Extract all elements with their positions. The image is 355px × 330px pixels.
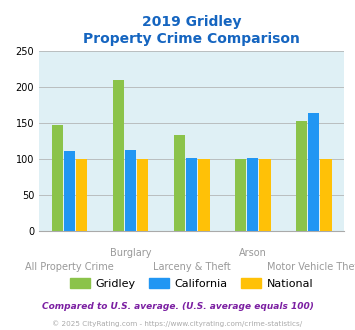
Bar (296, 121, 307, 231)
Bar (321, 159, 332, 231)
Text: © 2025 CityRating.com - https://www.cityrating.com/crime-statistics/: © 2025 CityRating.com - https://www.city… (53, 321, 302, 327)
Legend: Gridley, California, National: Gridley, California, National (66, 274, 318, 293)
Text: Arson: Arson (239, 248, 267, 258)
Text: All Property Crime: All Property Crime (25, 262, 114, 272)
Bar (186, 158, 197, 231)
Bar (76, 159, 87, 231)
Title: 2019 Gridley
Property Crime Comparison: 2019 Gridley Property Crime Comparison (83, 15, 300, 46)
Bar (198, 159, 209, 231)
Bar (52, 124, 63, 231)
Bar (113, 80, 124, 231)
Bar (174, 135, 185, 231)
Bar (247, 158, 258, 231)
Text: Larceny & Theft: Larceny & Theft (153, 262, 231, 272)
Bar (137, 159, 148, 231)
Text: Compared to U.S. average. (U.S. average equals 100): Compared to U.S. average. (U.S. average … (42, 302, 313, 311)
Bar (260, 159, 271, 231)
Bar (64, 151, 75, 231)
Text: Burglary: Burglary (110, 248, 151, 258)
Text: Motor Vehicle Theft: Motor Vehicle Theft (267, 262, 355, 272)
Bar (235, 159, 246, 231)
Bar (125, 150, 136, 231)
Bar (308, 113, 320, 231)
